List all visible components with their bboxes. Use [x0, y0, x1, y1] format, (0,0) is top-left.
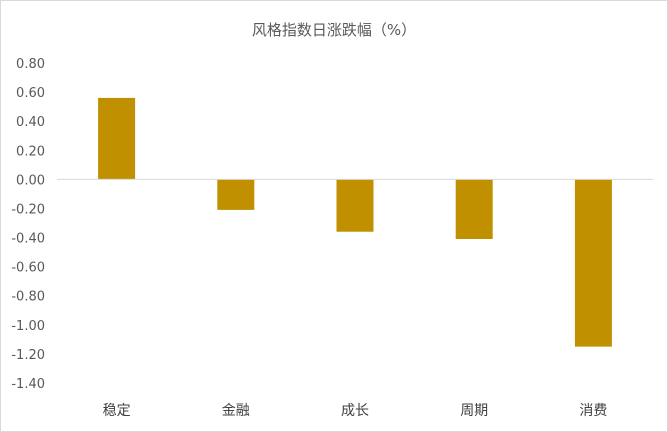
bar-3: [455, 179, 493, 239]
y-axis-ticks: 0.80 0.60 0.40 0.20 0.00 -0.20 -0.40 -0.60 -0.80…: [11, 57, 45, 392]
y-tick-label: -1.40: [11, 377, 45, 392]
y-tick-label: 0.60: [16, 86, 45, 101]
x-category-label: 稳定: [103, 403, 131, 419]
x-category-label: 金融: [222, 403, 250, 419]
y-tick-label: 0.40: [16, 115, 45, 130]
x-category-label: 成长: [341, 403, 369, 419]
bar-1: [217, 179, 255, 210]
bar-4: [574, 179, 612, 347]
y-tick-label: 0.00: [16, 173, 45, 188]
y-tick-label: 0.20: [16, 144, 45, 159]
y-tick-label: 0.80: [16, 57, 45, 72]
bar-0: [98, 97, 136, 180]
x-category-label: 周期: [460, 403, 488, 419]
y-tick-label: -1.20: [11, 348, 45, 363]
y-tick-label: -0.40: [11, 232, 45, 247]
x-axis-labels: 稳定 金融 成长 周期 消费: [103, 403, 608, 419]
y-tick-label: -0.80: [11, 290, 45, 305]
y-tick-label: -0.60: [11, 261, 45, 276]
chart-title: 风格指数日涨跌幅（%）: [252, 21, 416, 39]
y-tick-label: -0.20: [11, 202, 45, 217]
y-tick-label: -1.00: [11, 319, 45, 334]
x-category-label: 消费: [579, 403, 607, 419]
bar-2: [336, 179, 374, 232]
bars: [98, 97, 612, 347]
